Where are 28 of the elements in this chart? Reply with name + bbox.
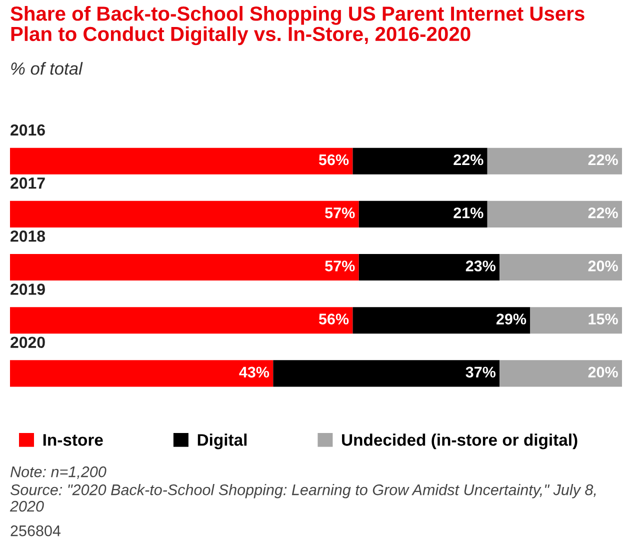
y-tick-label: 2018 — [10, 230, 46, 242]
data-label: 20% — [588, 260, 618, 272]
chart-title: Share of Back-to-School Shopping US Parent Internet Users Plan to Conduct Digitally vs. In-Store, 2016-2020 — [10, 6, 584, 46]
legend-label: Digital — [198, 434, 247, 450]
y-tick-label: 2020 — [10, 336, 45, 348]
y-tick-label: 2017 — [10, 177, 45, 189]
data-label: 23% — [466, 260, 496, 272]
data-label: 22% — [454, 154, 484, 166]
legend-label: In-store — [43, 434, 103, 446]
y-tick-label: 2019 — [10, 284, 45, 295]
data-label: 56% — [318, 314, 349, 324]
data-label: 57% — [325, 260, 355, 272]
legend-label: Undecided (in-store or digital) — [342, 434, 578, 450]
text: Note: n=1,200 — [10, 466, 106, 480]
data-label: 22% — [588, 154, 618, 166]
data-label: 21% — [454, 207, 484, 218]
chart-subtitle: % of total — [11, 62, 83, 75]
source-note: Source: "2020 Back-to-School Shopping: Learning to Grow Amidst Uncertainty," July 8, 2020 — [10, 484, 596, 512]
data-label: 57% — [325, 208, 355, 218]
text: 256804 — [10, 525, 61, 536]
data-label: 56% — [318, 154, 349, 166]
data-label: 29% — [496, 314, 526, 324]
data-label: 20% — [588, 366, 618, 378]
data-label: 15% — [588, 314, 618, 324]
data-label: 37% — [466, 366, 496, 378]
data-label: 43% — [239, 366, 270, 378]
y-tick-label: 2016 — [10, 124, 45, 136]
data-label: 22% — [588, 207, 618, 218]
